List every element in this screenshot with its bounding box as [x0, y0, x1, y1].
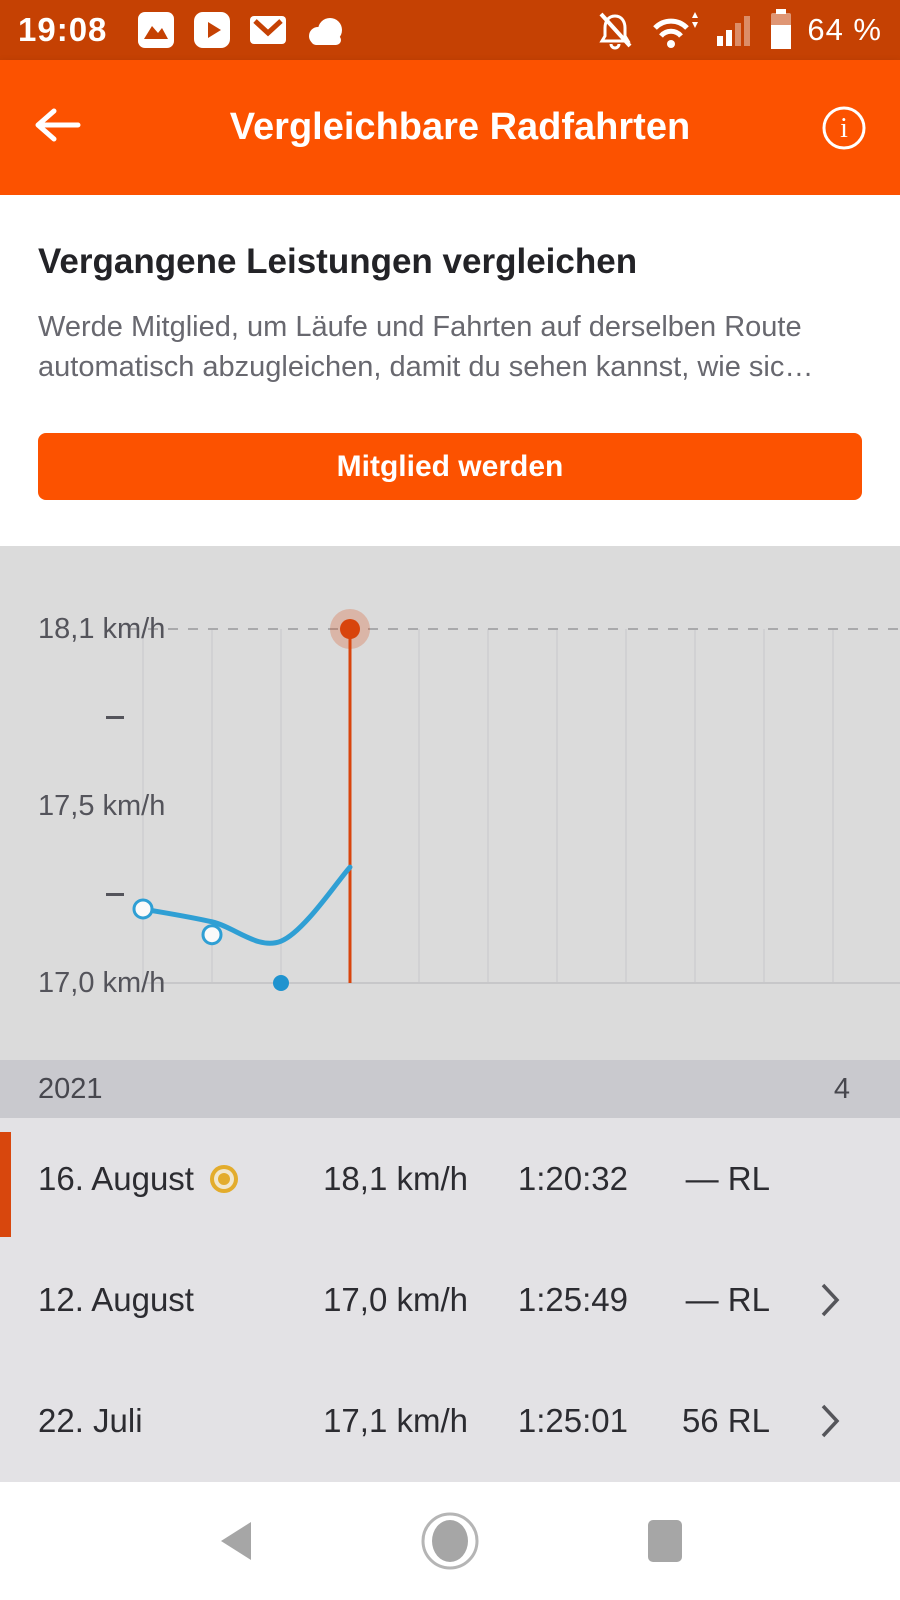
- comparison-chart-svg: [128, 609, 900, 991]
- ride-time: 1:20:32: [517, 1159, 628, 1197]
- back-triangle-icon: [221, 1522, 251, 1560]
- y-axis-label-max: 18,1 km/h: [38, 613, 166, 645]
- android-nav-bar: [0, 1482, 900, 1600]
- home-circle-icon: [421, 1512, 479, 1570]
- gallery-icon: [138, 12, 175, 48]
- ride-time: 1:25:01: [517, 1402, 628, 1440]
- upsell-section: Vergangene Leistungen vergleichen Werde …: [0, 195, 900, 546]
- chevron-right-icon: [821, 1283, 840, 1317]
- chevron-right-icon: [821, 1405, 840, 1438]
- clock: 19:08: [18, 11, 108, 48]
- ride-date: 12. August: [38, 1280, 194, 1318]
- y-axis-label-min: 17,0 km/h: [38, 967, 166, 999]
- nav-back-button[interactable]: [195, 1518, 275, 1564]
- nav-recents-button[interactable]: [625, 1517, 705, 1565]
- upsell-heading: Vergangene Leistungen vergleichen: [38, 242, 638, 281]
- ride-row[interactable]: 12. August 17,0 km/h 1:25:49 — RL: [0, 1239, 900, 1360]
- year-label: 2021: [38, 1072, 103, 1105]
- battery-percent: 64 %: [807, 12, 882, 47]
- wifi-icon: [653, 12, 699, 48]
- mail-icon: [250, 16, 287, 44]
- recents-square-icon: [648, 1520, 682, 1562]
- ride-relative-effort: — RL: [685, 1159, 770, 1197]
- ride-relative-effort: — RL: [685, 1280, 770, 1318]
- ride-row-selected[interactable]: 16. August 18,1 km/h 1:20:32 — RL: [0, 1118, 900, 1239]
- back-button[interactable]: [32, 107, 102, 148]
- ride-speed: 18,1 km/h: [323, 1159, 468, 1197]
- become-member-button[interactable]: Mitglied werden: [38, 433, 862, 500]
- ride-list: 16. August 18,1 km/h 1:20:32 — RL 12. Au…: [0, 1118, 900, 1482]
- info-button[interactable]: i: [818, 104, 868, 152]
- medal-icon: [217, 1172, 230, 1185]
- y-axis-minor-tick: [106, 716, 124, 719]
- battery-icon: [771, 9, 792, 49]
- y-axis-minor-tick: [106, 893, 124, 896]
- nav-home-button[interactable]: [410, 1510, 490, 1572]
- info-icon: i: [822, 106, 866, 149]
- speed-comparison-chart[interactable]: 18,1 km/h 17,5 km/h 17,0 km/h: [0, 546, 900, 1060]
- year-section-header: 2021 4: [0, 1060, 900, 1118]
- page-title: Vergleichbare Radfahrten: [229, 106, 691, 148]
- ride-date: 22. Juli: [38, 1402, 143, 1440]
- ride-speed: 17,1 km/h: [323, 1402, 468, 1440]
- ride-time: 1:25:49: [517, 1280, 628, 1318]
- notification-icons: [135, 9, 349, 51]
- notifications-off-icon: [599, 12, 632, 50]
- upsell-body: Werde Mitglied, um Läufe und Fahrten auf…: [38, 311, 814, 383]
- svg-text:i: i: [840, 113, 848, 144]
- ride-date: 16. August: [38, 1159, 194, 1197]
- cell-signal-icon: [717, 16, 751, 46]
- y-axis-label-mid: 17,5 km/h: [38, 790, 166, 822]
- ride-row[interactable]: 22. Juli 17,1 km/h 1:25:01 56 RL: [0, 1361, 900, 1482]
- app-header: Vergleichbare Radfahrten i: [0, 60, 900, 195]
- ride-relative-effort: 56 RL: [681, 1402, 770, 1440]
- status-bar: 19:08 64 %: [0, 0, 900, 60]
- ride-speed: 17,0 km/h: [323, 1280, 468, 1318]
- arrow-left-icon: [35, 108, 81, 142]
- cloud-icon: [309, 18, 343, 45]
- system-status-icons: 64 %: [593, 7, 882, 53]
- youtube-icon: [194, 12, 231, 48]
- ride-count: 4: [833, 1072, 850, 1105]
